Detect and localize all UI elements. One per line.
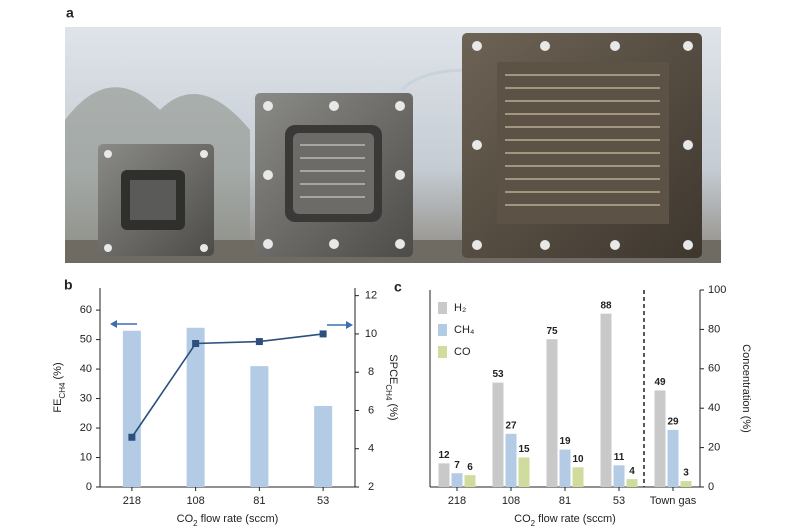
legend-swatch: [438, 346, 447, 358]
line-marker: [319, 330, 327, 338]
value-label: 10: [572, 454, 584, 465]
bar: [559, 449, 571, 487]
y-tick-label: 40: [80, 363, 92, 375]
value-label: 7: [454, 460, 460, 471]
y2-tick-label: 12: [365, 290, 377, 302]
bar: [518, 457, 530, 487]
bar: [600, 313, 612, 487]
y-axis-label-rest: (%): [52, 362, 64, 382]
y-tick-label: 60: [708, 363, 720, 375]
x-tick-label: 81: [559, 495, 571, 507]
bar: [464, 475, 476, 487]
y-tick-label: 20: [708, 442, 720, 454]
x-tick-label: 218: [123, 495, 141, 507]
value-label: 3: [683, 468, 689, 479]
value-label: 19: [559, 436, 571, 447]
bar: [626, 479, 638, 487]
line-marker: [192, 339, 200, 347]
bar: [613, 465, 625, 487]
value-label: 49: [654, 377, 666, 388]
y-axis-label: FECH4 (%): [52, 362, 67, 412]
x-axis-label-sub: 2: [531, 519, 536, 528]
y-tick-label: 20: [80, 422, 92, 434]
x-axis-label-main: CO: [514, 513, 531, 525]
y-tick-label: 0: [708, 481, 714, 493]
value-label: 11: [614, 452, 625, 463]
value-label: 4: [629, 466, 635, 477]
line: [131, 333, 324, 438]
line-marker: [255, 338, 263, 346]
value-label: 75: [546, 326, 558, 337]
x-tick-label: 108: [186, 495, 204, 507]
y2-axis-label-sub: CH4: [384, 384, 393, 401]
value-label: 15: [518, 444, 530, 455]
panel-label: b: [64, 277, 73, 293]
y-tick-label: 100: [708, 284, 726, 296]
bar: [654, 390, 666, 487]
y2-axis-label: SPCECH4 (%): [384, 354, 399, 420]
bar: [451, 473, 463, 487]
x-tick-label: 53: [317, 495, 329, 507]
x-tick-label: 218: [448, 495, 466, 507]
y-axis-label: Concentration (%): [740, 344, 752, 433]
x-axis-label-rest: flow rate (sccm): [198, 513, 279, 525]
x-tick-label: 81: [253, 495, 265, 507]
line-marker: [128, 433, 136, 441]
bar: [438, 463, 450, 487]
panel-label: c: [394, 279, 402, 295]
y-axis-label-main: Concentration (%): [740, 344, 752, 433]
y-tick-label: 30: [80, 392, 92, 404]
x-axis-label-main: CO: [177, 513, 194, 525]
bar: [505, 433, 517, 487]
y-tick-label: 40: [708, 402, 720, 414]
x-axis-label-sub: 2: [193, 519, 198, 528]
value-label: 6: [467, 462, 473, 473]
y2-tick-label: 8: [368, 366, 374, 378]
legend-label: H₂: [454, 302, 466, 314]
x-axis-label-rest: flow rate (sccm): [535, 513, 616, 525]
y-tick-label: 0: [86, 481, 92, 493]
legend-label: CO: [454, 346, 471, 358]
value-label: 29: [667, 417, 679, 428]
bar: [680, 481, 692, 487]
value-label: 53: [492, 369, 504, 380]
bar: [314, 405, 333, 487]
bar: [546, 339, 558, 487]
legend-label: CH₄: [454, 324, 475, 336]
x-axis-label: CO2 flow rate (sccm): [177, 513, 279, 528]
x-tick-label: Town gas: [650, 495, 697, 507]
legend-swatch: [438, 324, 447, 336]
bar: [122, 330, 141, 487]
y2-tick-label: 2: [368, 481, 374, 493]
value-label: 88: [600, 300, 612, 311]
x-tick-label: 108: [502, 495, 520, 507]
direction-arrows: [110, 320, 353, 329]
y2-axis-label-main: SPCE: [387, 354, 399, 384]
y2-tick-label: 6: [368, 404, 374, 416]
y-axis-label-main: FE: [52, 399, 64, 413]
legend-swatch: [438, 302, 447, 314]
x-tick-label: 53: [613, 495, 625, 507]
y2-tick-label: 10: [365, 328, 377, 340]
value-label: 12: [438, 450, 450, 461]
panel-label: a: [66, 5, 74, 21]
y-tick-label: 50: [80, 333, 92, 345]
x-axis-label: CO2 flow rate (sccm): [514, 513, 616, 528]
bar: [492, 382, 504, 487]
y-tick-label: 10: [80, 451, 92, 463]
value-label: 27: [505, 420, 517, 431]
bar: [186, 327, 205, 487]
y-tick-label: 60: [80, 304, 92, 316]
y2-axis-label-rest: (%): [387, 400, 399, 420]
bar: [667, 429, 679, 487]
bar: [572, 467, 584, 487]
bar: [250, 366, 269, 487]
y2-tick-label: 4: [368, 443, 374, 455]
y-axis-label-sub: CH4: [58, 382, 67, 399]
photo: [65, 27, 721, 263]
y-tick-label: 80: [708, 323, 720, 335]
